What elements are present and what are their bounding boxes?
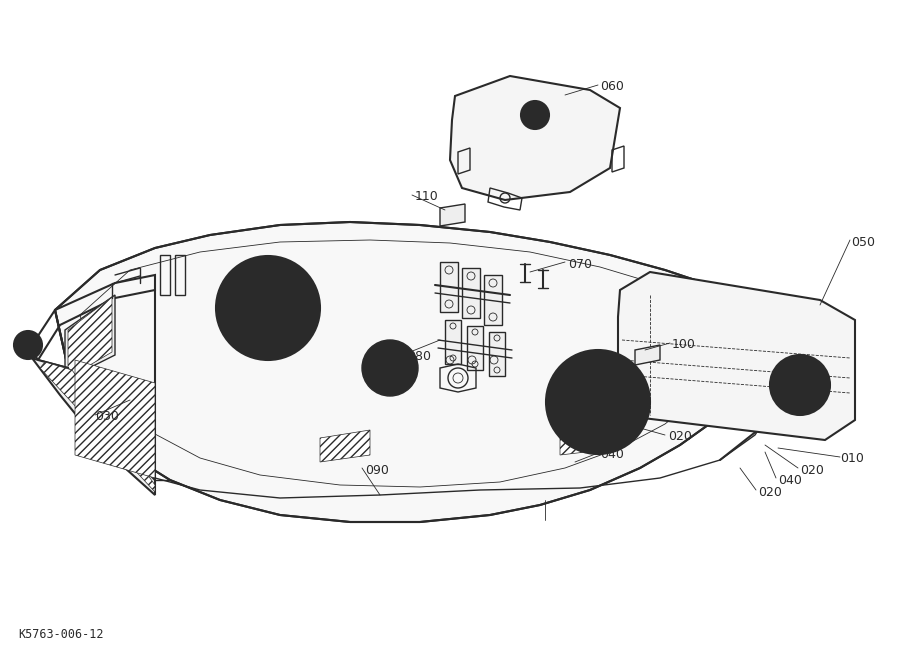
Text: 060: 060: [600, 81, 624, 93]
Polygon shape: [484, 275, 502, 325]
Polygon shape: [618, 272, 855, 440]
Polygon shape: [560, 392, 636, 412]
Polygon shape: [560, 422, 620, 455]
Polygon shape: [440, 204, 465, 226]
Polygon shape: [75, 360, 155, 478]
Circle shape: [14, 331, 42, 359]
Polygon shape: [68, 297, 112, 378]
Text: 110: 110: [415, 191, 438, 203]
Text: 070: 070: [568, 257, 592, 271]
Circle shape: [546, 350, 650, 454]
Polygon shape: [635, 345, 660, 365]
Text: 050: 050: [851, 235, 875, 249]
Polygon shape: [440, 262, 458, 312]
Polygon shape: [65, 295, 115, 380]
Polygon shape: [489, 332, 505, 376]
Polygon shape: [32, 358, 155, 495]
Text: 040: 040: [778, 474, 802, 486]
Text: 010: 010: [840, 452, 864, 464]
Polygon shape: [467, 326, 483, 370]
Polygon shape: [445, 320, 461, 364]
Polygon shape: [40, 362, 155, 492]
Text: 020: 020: [668, 430, 692, 444]
Text: 100: 100: [672, 338, 696, 352]
Polygon shape: [370, 355, 395, 375]
Text: 090: 090: [365, 464, 389, 476]
Circle shape: [770, 355, 830, 415]
Polygon shape: [320, 430, 370, 462]
Polygon shape: [450, 76, 620, 200]
Polygon shape: [230, 298, 306, 318]
Circle shape: [362, 340, 418, 396]
Text: 020: 020: [800, 464, 823, 476]
Polygon shape: [462, 268, 480, 318]
Text: 030: 030: [95, 410, 119, 424]
Text: 040: 040: [600, 448, 624, 462]
Text: 020: 020: [758, 486, 782, 498]
Polygon shape: [55, 222, 775, 522]
Text: 080: 080: [407, 350, 431, 362]
Text: K5763-006-12: K5763-006-12: [18, 628, 104, 642]
Circle shape: [216, 256, 320, 360]
Circle shape: [521, 101, 549, 129]
